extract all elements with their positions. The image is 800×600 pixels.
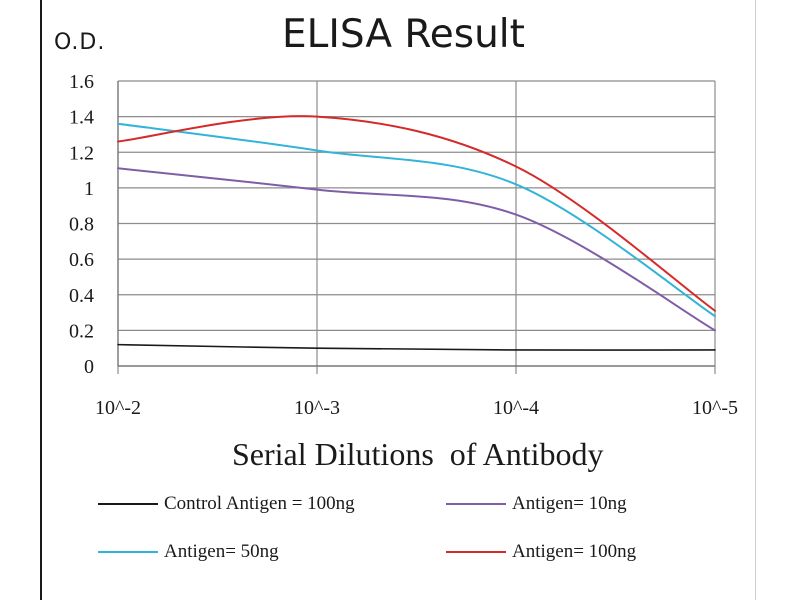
legend-item-10ng: Antigen= 10ng [446, 492, 627, 516]
series-antigen-100ng [117, 115, 716, 312]
y-tick-label: 1.2 [69, 142, 94, 164]
frame-right-border [755, 0, 756, 600]
x-tick-label: 10^-5 [692, 397, 738, 419]
series-antigen-10ng [117, 167, 716, 332]
y-tick-label: 1.6 [69, 71, 94, 93]
y-tick-label: 0 [84, 356, 94, 378]
legend-label-50ng: Antigen= 50ng [164, 541, 279, 562]
legend-label-100ng: Antigen= 100ng [512, 541, 637, 562]
x-tick-label: 10^-4 [493, 397, 539, 419]
legend-swatch-control [98, 503, 158, 505]
legend-item-100ng: Antigen= 100ng [446, 540, 636, 564]
y-tick-label: 0.4 [69, 285, 94, 307]
x-tick-label: 10^-2 [95, 397, 141, 419]
x-axis-label: Serial Dilutions of Antibody [232, 436, 604, 472]
legend-item-control: Control Antigen = 100ng [98, 492, 355, 516]
legend-item-50ng: Antigen= 50ng [98, 540, 279, 564]
series-control-antigen-100ng [117, 343, 716, 351]
series-antigen-50ng [117, 122, 716, 318]
legend-swatch-10ng [446, 503, 506, 505]
legend-swatch-100ng [446, 551, 506, 553]
y-tick-label: 0.8 [69, 214, 94, 236]
y-axis-label: O.D. [54, 30, 106, 55]
y-tick-label: 1.4 [69, 107, 94, 129]
legend-label-control: Control Antigen = 100ng [164, 493, 355, 514]
y-tick-label: 0.2 [69, 320, 94, 342]
chart-title: ELISA Result [282, 12, 525, 57]
legend-swatch-50ng [98, 551, 158, 553]
legend-label-10ng: Antigen= 10ng [512, 493, 627, 514]
frame-left-border [40, 0, 42, 600]
y-tick-label: 1 [84, 178, 94, 200]
x-tick-label: 10^-3 [294, 397, 340, 419]
y-tick-label: 0.6 [69, 249, 94, 271]
